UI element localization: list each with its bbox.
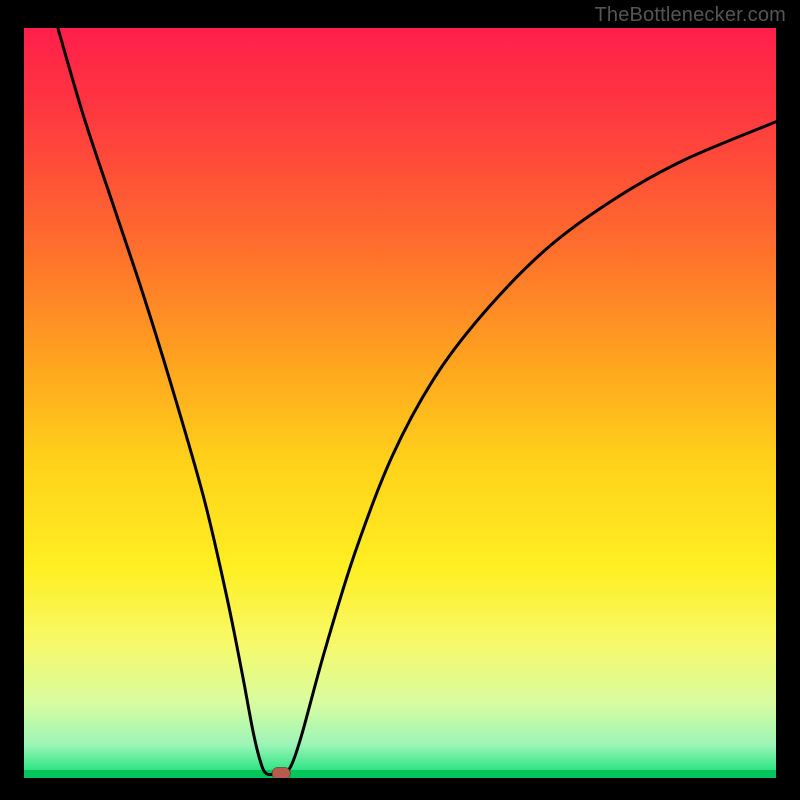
chart-background-gradient	[24, 28, 776, 778]
chart-bottom-band	[24, 770, 776, 778]
optimal-point-marker	[272, 768, 290, 780]
bottleneck-curve-chart	[0, 0, 800, 800]
